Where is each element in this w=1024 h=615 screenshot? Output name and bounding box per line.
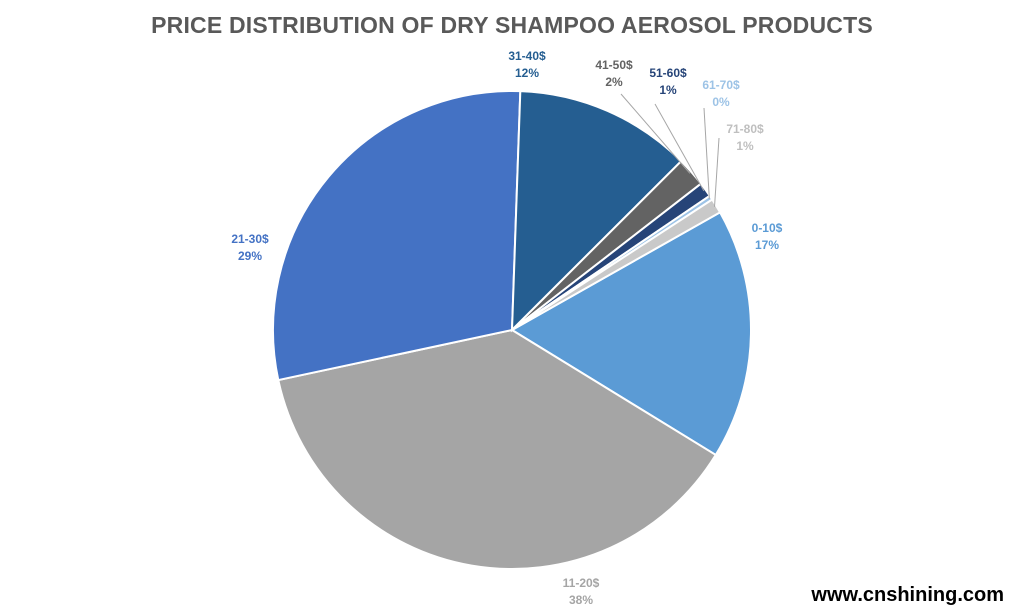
slice-percent-label: 1% bbox=[659, 83, 677, 97]
slice-percent-label: 2% bbox=[605, 75, 623, 89]
website-watermark: www.cnshining.com bbox=[811, 584, 1004, 606]
slice-category-label: 21-30$ bbox=[231, 232, 269, 246]
slice-category-label: 31-40$ bbox=[508, 49, 546, 63]
slice-category-label: 71-80$ bbox=[726, 122, 764, 136]
slice-percent-label: 1% bbox=[736, 139, 754, 153]
slice-label: 61-70$ 0% bbox=[702, 78, 740, 109]
leader-line bbox=[620, 93, 691, 174]
pie-slice-71-80 bbox=[511, 198, 722, 331]
slice-percent-label: 12% bbox=[515, 66, 539, 80]
slice-label: 0-10$ 17% bbox=[752, 221, 783, 252]
slice-label: 51-60$ 1% bbox=[649, 66, 687, 97]
slice-percent-label: 17% bbox=[755, 238, 779, 252]
leader-lines bbox=[620, 93, 720, 207]
slice-label: 11-20$ 38% bbox=[563, 576, 600, 607]
slice-category-label: 41-50$ bbox=[595, 58, 633, 72]
leader-line bbox=[654, 103, 705, 192]
slice-percent-label: 38% bbox=[569, 593, 593, 607]
slice-label: 31-40$ 12% bbox=[508, 49, 546, 80]
slice-category-label: 0-10$ bbox=[752, 221, 783, 235]
slice-label: 71-80$ 1% bbox=[726, 122, 764, 153]
slice-percent-label: 0% bbox=[712, 95, 730, 109]
pie-slice-0-10 bbox=[510, 210, 752, 457]
chart-title: PRICE DISTRIBUTION OF DRY SHAMPOO AEROSO… bbox=[151, 12, 873, 38]
slice-percent-label: 29% bbox=[238, 249, 262, 263]
slice-labels: 0-10$ 17% 11-20$ 38% 21-30$ 29% 31-40$ 12% 41-50… bbox=[231, 49, 782, 607]
leader-line bbox=[703, 107, 710, 199]
pie-slice-11-20 bbox=[277, 328, 718, 570]
pie-slice-21-30 bbox=[271, 90, 522, 382]
slice-label: 41-50$ 2% bbox=[595, 58, 633, 89]
slice-label: 21-30$ 29% bbox=[231, 232, 269, 263]
slice-category-label: 51-60$ bbox=[649, 66, 687, 80]
pie-slices bbox=[271, 90, 752, 570]
slice-category-label: 11-20$ bbox=[563, 576, 600, 590]
slice-category-label: 61-70$ bbox=[702, 78, 740, 92]
leader-line bbox=[714, 137, 720, 207]
